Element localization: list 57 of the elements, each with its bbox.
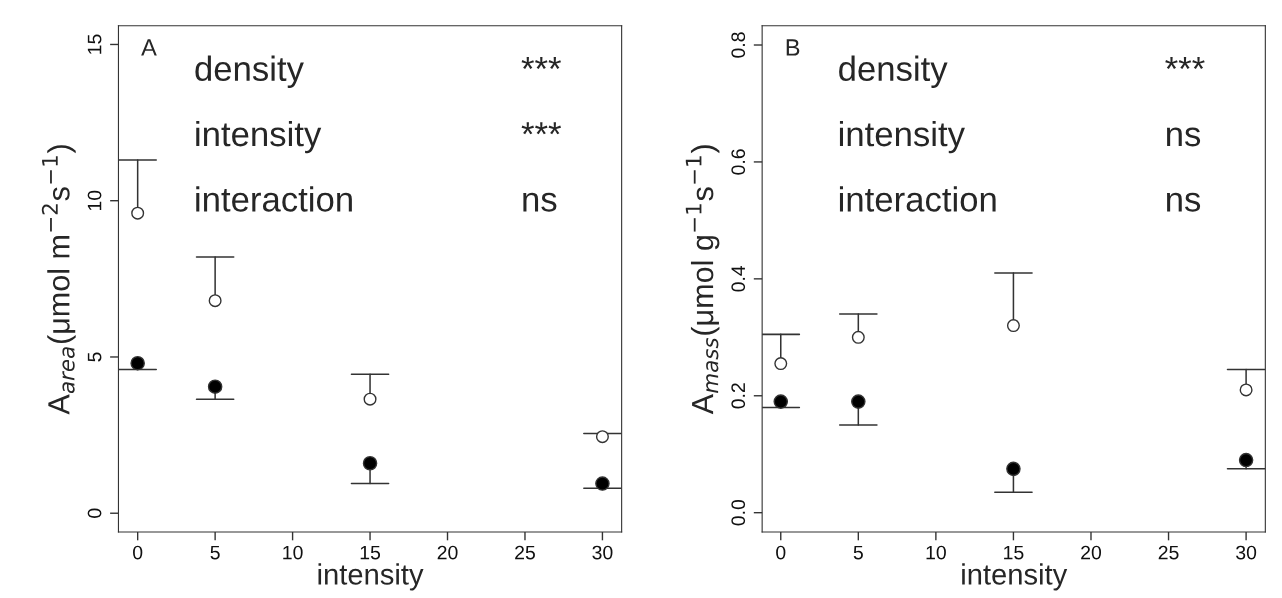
point xyxy=(1006,319,1020,333)
y-tick-label: 15 xyxy=(87,34,102,54)
x-tick-label: 0 xyxy=(776,545,786,560)
y-axis-title: A$_{area}$(μmol m$^{−2}$s$^{−1}$) xyxy=(41,145,76,415)
point xyxy=(851,394,866,409)
annotation: interaction xyxy=(196,186,352,212)
annotation: A xyxy=(141,39,157,56)
point xyxy=(130,355,145,371)
annotation: density xyxy=(839,55,948,88)
annotation: intensity xyxy=(839,120,965,154)
x-axis-title: intensity xyxy=(962,563,1068,591)
point xyxy=(595,476,610,491)
point xyxy=(773,394,789,409)
y-tick-label: 0.8 xyxy=(731,32,746,58)
x-tick-label: 20 xyxy=(437,545,458,560)
x-tick-label: 30 xyxy=(592,545,613,560)
annotation: *** xyxy=(1165,56,1205,70)
point xyxy=(851,330,865,344)
x-tick-label: 0 xyxy=(133,545,143,560)
point xyxy=(774,357,788,371)
annotation: intensity xyxy=(196,120,322,154)
point xyxy=(208,294,222,308)
x-tick-label: 15 xyxy=(360,545,381,560)
y-tick-label: 0.6 xyxy=(731,149,746,175)
annotation: ns xyxy=(1167,192,1201,212)
x-tick-label: 10 xyxy=(283,545,303,560)
x-tick-label: 30 xyxy=(1236,545,1257,560)
x-tick-label: 20 xyxy=(1081,545,1102,560)
point xyxy=(1006,461,1021,477)
y-tick-label: 0.4 xyxy=(731,265,746,292)
annotation: *** xyxy=(521,56,561,70)
annotation: density xyxy=(195,55,304,88)
x-tick-label: 5 xyxy=(853,545,863,560)
annotation: B xyxy=(786,39,800,56)
annotation: *** xyxy=(521,122,561,135)
y-tick-label: 0.0 xyxy=(731,499,746,526)
annotation: ns xyxy=(523,192,557,212)
y-tick-label: 0 xyxy=(87,508,102,518)
point xyxy=(1238,452,1254,468)
point xyxy=(1239,383,1253,397)
point xyxy=(362,455,378,471)
x-axis-title: intensity xyxy=(318,563,424,591)
point xyxy=(207,379,223,394)
y-tick-label: 0.2 xyxy=(731,383,746,409)
annotation: ns xyxy=(1167,127,1201,147)
x-tick-label: 25 xyxy=(515,545,535,560)
y-tick-label: 10 xyxy=(87,190,102,211)
y-axis-title: A$_{mass}$(μmol g$^{−1}$s$^{−1}$) xyxy=(685,145,720,415)
point xyxy=(595,430,609,444)
x-tick-label: 15 xyxy=(1004,545,1024,560)
x-tick-label: 5 xyxy=(210,545,220,560)
point xyxy=(363,392,377,406)
point xyxy=(131,206,145,220)
x-tick-label: 25 xyxy=(1158,545,1179,560)
annotation: interaction xyxy=(839,186,996,212)
x-tick-label: 10 xyxy=(926,545,946,560)
y-tick-label: 5 xyxy=(87,352,102,362)
